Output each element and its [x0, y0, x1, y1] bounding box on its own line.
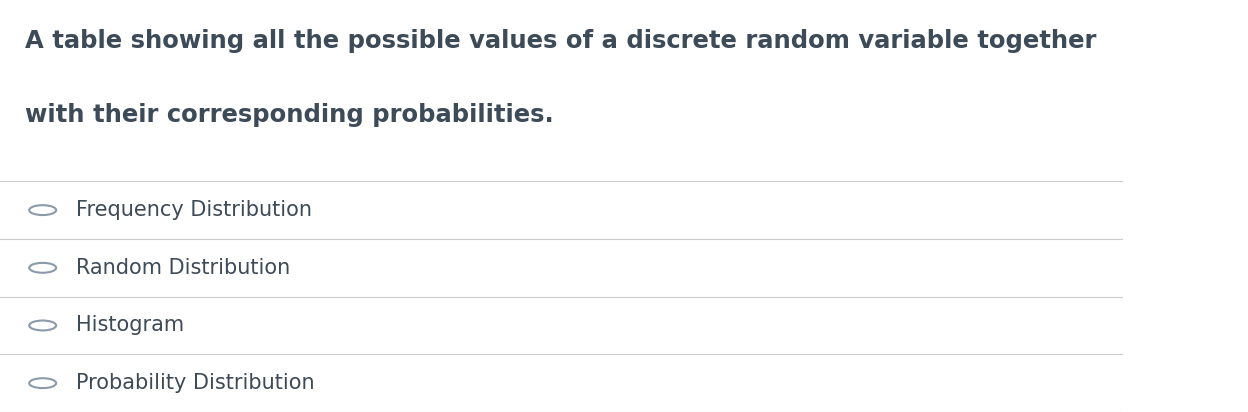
Text: with their corresponding probabilities.: with their corresponding probabilities. — [25, 103, 553, 127]
Text: Probability Distribution: Probability Distribution — [76, 373, 314, 393]
Text: A table showing all the possible values of a discrete random variable together: A table showing all the possible values … — [25, 29, 1096, 53]
Text: Random Distribution: Random Distribution — [76, 258, 291, 278]
Text: Histogram: Histogram — [76, 316, 185, 335]
Text: Frequency Distribution: Frequency Distribution — [76, 200, 312, 220]
